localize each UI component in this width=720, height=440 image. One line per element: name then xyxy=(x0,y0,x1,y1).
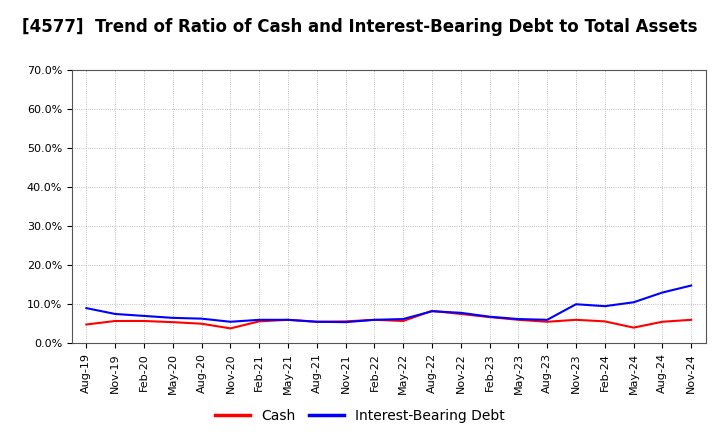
Cash xyxy=(226,326,235,331)
Cash xyxy=(82,322,91,327)
Cash xyxy=(341,319,350,324)
Cash xyxy=(312,319,321,324)
Interest-Bearing Debt xyxy=(514,316,523,322)
Line: Cash: Cash xyxy=(86,311,691,328)
Cash xyxy=(168,319,177,325)
Text: [4577]  Trend of Ratio of Cash and Interest-Bearing Debt to Total Assets: [4577] Trend of Ratio of Cash and Intere… xyxy=(22,18,698,36)
Cash xyxy=(255,319,264,324)
Interest-Bearing Debt xyxy=(428,308,436,314)
Interest-Bearing Debt xyxy=(658,290,667,295)
Cash xyxy=(399,319,408,324)
Interest-Bearing Debt xyxy=(629,300,638,305)
Interest-Bearing Debt xyxy=(341,319,350,325)
Interest-Bearing Debt xyxy=(168,315,177,320)
Interest-Bearing Debt xyxy=(140,313,148,319)
Cash xyxy=(600,319,609,324)
Cash xyxy=(284,317,292,323)
Line: Interest-Bearing Debt: Interest-Bearing Debt xyxy=(86,286,691,322)
Interest-Bearing Debt xyxy=(111,312,120,317)
Interest-Bearing Debt xyxy=(687,283,696,288)
Interest-Bearing Debt xyxy=(572,301,580,307)
Cash xyxy=(485,315,494,320)
Cash xyxy=(543,319,552,324)
Interest-Bearing Debt xyxy=(284,317,292,323)
Cash xyxy=(629,325,638,330)
Legend: Cash, Interest-Bearing Debt: Cash, Interest-Bearing Debt xyxy=(210,403,510,429)
Cash xyxy=(456,312,465,317)
Cash xyxy=(658,319,667,324)
Cash xyxy=(514,317,523,323)
Interest-Bearing Debt xyxy=(456,310,465,315)
Cash xyxy=(428,308,436,313)
Cash xyxy=(687,317,696,323)
Interest-Bearing Debt xyxy=(399,316,408,322)
Interest-Bearing Debt xyxy=(600,304,609,309)
Interest-Bearing Debt xyxy=(226,319,235,324)
Cash xyxy=(197,321,206,326)
Interest-Bearing Debt xyxy=(370,317,379,323)
Cash xyxy=(111,319,120,324)
Interest-Bearing Debt xyxy=(543,317,552,323)
Interest-Bearing Debt xyxy=(485,314,494,319)
Interest-Bearing Debt xyxy=(197,316,206,321)
Interest-Bearing Debt xyxy=(82,305,91,311)
Interest-Bearing Debt xyxy=(312,319,321,324)
Cash xyxy=(140,319,148,324)
Interest-Bearing Debt xyxy=(255,317,264,323)
Cash xyxy=(370,317,379,323)
Cash xyxy=(572,317,580,323)
